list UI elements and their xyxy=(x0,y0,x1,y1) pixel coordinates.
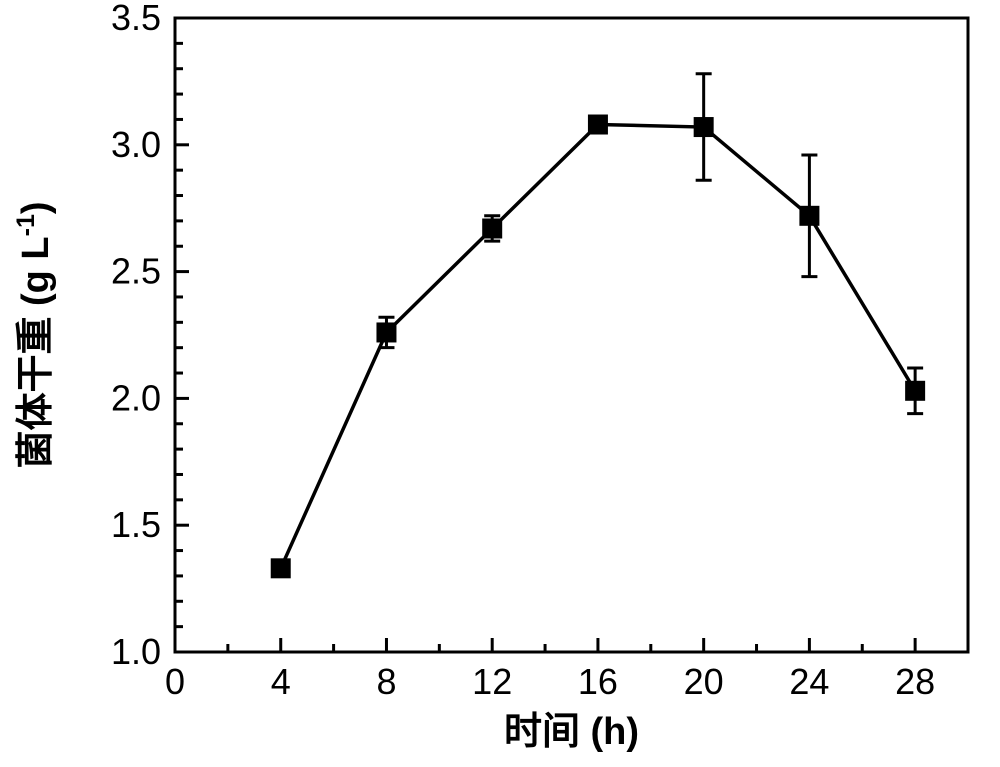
data-marker xyxy=(271,558,291,578)
data-marker xyxy=(376,322,396,342)
x-tick-label: 4 xyxy=(271,661,291,702)
x-tick-label: 12 xyxy=(472,661,512,702)
x-tick-label: 8 xyxy=(376,661,396,702)
data-marker xyxy=(905,381,925,401)
y-tick-label: 3.5 xyxy=(111,0,161,38)
plot-box xyxy=(175,18,968,652)
data-marker xyxy=(694,117,714,137)
data-marker xyxy=(588,115,608,135)
data-marker xyxy=(482,218,502,238)
y-axis-label: 菌体干重 (g L-1) xyxy=(12,201,57,468)
x-tick-label: 24 xyxy=(789,661,829,702)
growth-curve-chart: 0 4 8 12 16 20 24 28 1.0 1.5 2.0 2.5 3.0 3.5 时间 (h) 菌体干… xyxy=(0,0,1000,762)
y-tick-label: 1.5 xyxy=(111,504,161,545)
x-axis-label: 时间 (h) xyxy=(504,711,639,753)
x-tick-label: 28 xyxy=(895,661,935,702)
y-tick-label: 2.0 xyxy=(111,377,161,418)
x-tick-label: 20 xyxy=(684,661,724,702)
chart-svg: 0 4 8 12 16 20 24 28 1.0 1.5 2.0 2.5 3.0 3.5 时间 (h) 菌体干… xyxy=(0,0,1000,762)
x-tick-label: 16 xyxy=(578,661,618,702)
y-tick-label: 1.0 xyxy=(111,631,161,672)
y-tick-label: 3.0 xyxy=(111,124,161,165)
y-tick-label: 2.5 xyxy=(111,251,161,292)
data-line xyxy=(281,125,915,569)
x-tick-label: 0 xyxy=(165,661,185,702)
data-marker xyxy=(799,206,819,226)
